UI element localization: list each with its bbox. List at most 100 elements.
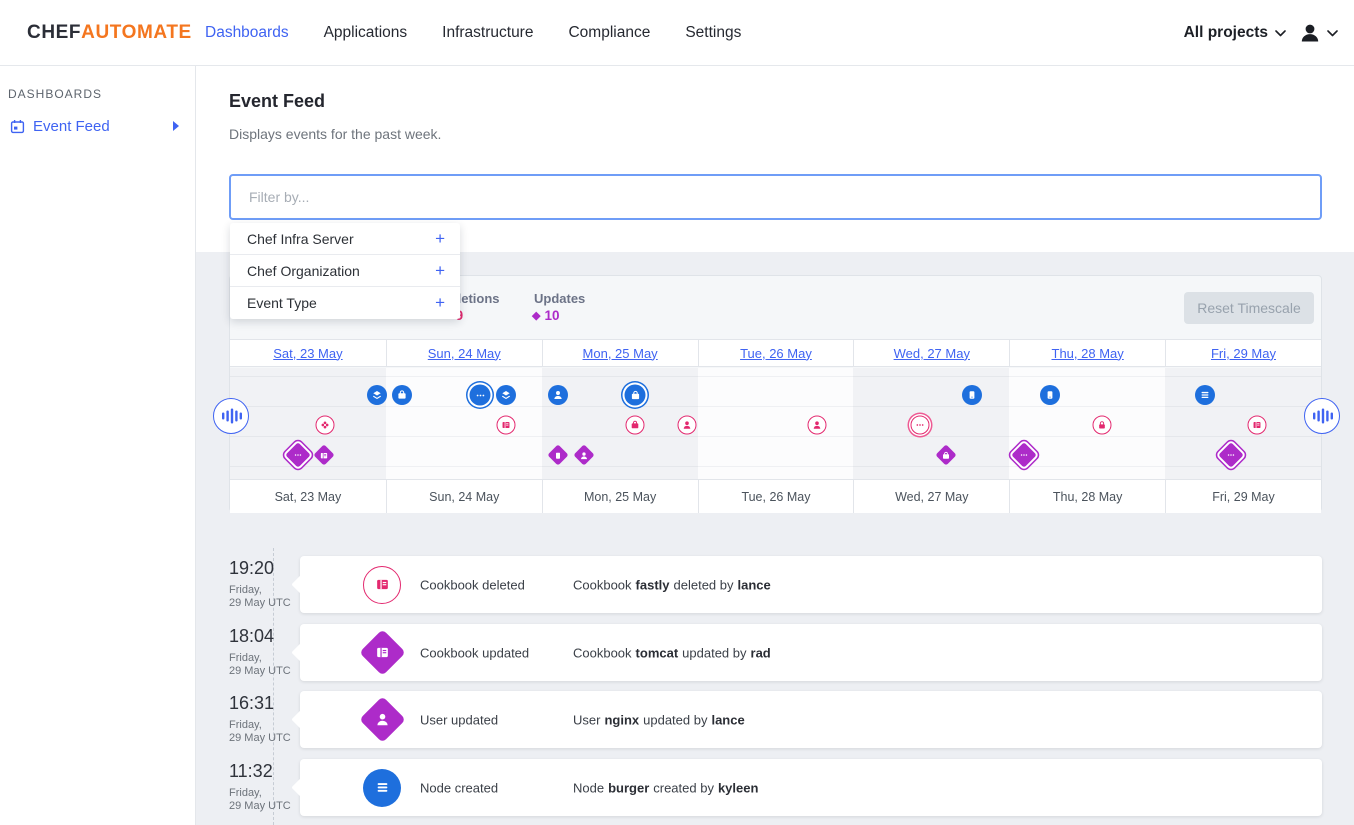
- update-event-marker-bag-icon[interactable]: [939, 448, 954, 463]
- update-diamond-icon: ◆: [532, 309, 540, 322]
- event-card: User updated Usernginxupdated bylance: [300, 691, 1322, 748]
- event-description: Nodeburgercreated bykyleen: [573, 780, 758, 795]
- day-link[interactable]: Wed, 27 May: [894, 346, 970, 361]
- delete-event-marker-person-icon[interactable]: [808, 416, 827, 435]
- event-type: Cookbook deleted: [420, 577, 525, 592]
- create-event-marker-node-icon[interactable]: [1040, 385, 1060, 405]
- create-event-marker-layers-icon[interactable]: [367, 385, 387, 405]
- delete-event-marker-book-icon[interactable]: [497, 416, 516, 435]
- timeline-grid-body: [230, 368, 1321, 479]
- delete-event-marker-bag-icon[interactable]: [626, 416, 645, 435]
- nav-dashboards[interactable]: Dashboards: [205, 24, 289, 42]
- day-label: Fri, 29 May: [1212, 490, 1275, 504]
- logo-chef: CHEF: [27, 22, 81, 44]
- filter-option-chef-infra-server[interactable]: Chef Infra Server +: [230, 223, 460, 255]
- delete-event-marker-lock-icon[interactable]: [1093, 416, 1112, 435]
- day-link[interactable]: Thu, 28 May: [1052, 346, 1124, 361]
- timeline-column: [1165, 368, 1321, 479]
- delete-event-marker-flower-icon[interactable]: [316, 416, 335, 435]
- day-label: Thu, 28 May: [1053, 490, 1122, 504]
- reset-timescale-button[interactable]: Reset Timescale: [1184, 292, 1314, 324]
- update-event-marker-page-icon[interactable]: [551, 448, 566, 463]
- chef-automate-logo[interactable]: CHEFAUTOMATE: [27, 0, 192, 66]
- book-icon: [359, 629, 406, 676]
- day-link[interactable]: Sun, 24 May: [428, 346, 501, 361]
- projects-filter-dropdown[interactable]: All projects: [1184, 24, 1286, 42]
- timeline-day-header-row: Sat, 23 May Sun, 24 May Mon, 25 May Tue, 26…: [230, 339, 1321, 367]
- create-event-marker-person-icon[interactable]: [548, 385, 568, 405]
- lane-gridline: [230, 436, 1321, 437]
- event-time: 16:31 Friday, 29 May UTC: [229, 693, 291, 745]
- header-right: All projects: [1184, 0, 1338, 66]
- chevron-right-icon: [173, 121, 179, 131]
- user-menu[interactable]: [1298, 21, 1338, 45]
- page-subtitle: Displays events for the past week.: [229, 126, 441, 142]
- chevron-down-icon: [1327, 30, 1338, 37]
- sidebar: DASHBOARDS Event Feed: [0, 66, 196, 825]
- plus-icon: +: [435, 293, 445, 313]
- logo-automate: AUTOMATE: [81, 22, 192, 44]
- event-time: 18:04 Friday, 29 May UTC: [229, 626, 291, 678]
- create-event-marker-layers-icon[interactable]: [496, 385, 516, 405]
- filter-option-event-type[interactable]: Event Type +: [230, 287, 460, 319]
- updates-stat-label: Updates: [534, 291, 585, 306]
- filter-option-chef-organization[interactable]: Chef Organization +: [230, 255, 460, 287]
- create-event-marker-bag-icon[interactable]: [625, 385, 646, 406]
- delete-event-marker-book-icon[interactable]: [1248, 416, 1267, 435]
- plus-icon: +: [435, 229, 445, 249]
- create-event-marker-bag-icon[interactable]: [392, 385, 412, 405]
- nav-applications[interactable]: Applications: [324, 24, 408, 42]
- event-type: Node created: [420, 780, 498, 795]
- delete-event-marker-person-icon[interactable]: [678, 416, 697, 435]
- update-event-marker-book-icon[interactable]: [317, 448, 332, 463]
- create-event-marker-list-icon[interactable]: [1195, 385, 1215, 405]
- nav-compliance[interactable]: Compliance: [568, 24, 650, 42]
- updates-stat-count: ◆ 10: [532, 308, 560, 323]
- event-type: User updated: [420, 712, 498, 727]
- delete-event-marker-dots-icon[interactable]: [911, 416, 930, 435]
- book-icon: [363, 566, 401, 604]
- nav-settings[interactable]: Settings: [685, 24, 741, 42]
- day-label: Sat, 23 May: [275, 490, 342, 504]
- filter-input[interactable]: [229, 174, 1322, 220]
- sidebar-heading: DASHBOARDS: [8, 87, 102, 101]
- create-event-marker-node-icon[interactable]: [962, 385, 982, 405]
- timeline-column: [698, 368, 854, 479]
- event-description: Cookbookfastlydeleted bylance: [573, 577, 771, 592]
- create-event-marker-dots-icon[interactable]: [470, 385, 491, 406]
- list-icon: [363, 769, 401, 807]
- update-event-marker-dots-icon[interactable]: [1015, 446, 1033, 464]
- update-event-marker-dots-icon[interactable]: [1222, 446, 1240, 464]
- sidebar-item-label: Event Feed: [33, 118, 110, 135]
- person-icon: [359, 696, 406, 743]
- page-title: Event Feed: [229, 91, 325, 112]
- sidebar-item-event-feed[interactable]: Event Feed: [0, 110, 196, 142]
- projects-filter-label: All projects: [1184, 24, 1268, 42]
- event-row: 19:20 Friday, 29 May UTC Cookbook delete…: [229, 556, 1322, 613]
- event-row: 18:04 Friday, 29 May UTC Cookbook update…: [229, 624, 1322, 681]
- lane-gridline: [230, 466, 1321, 467]
- day-link[interactable]: Mon, 25 May: [583, 346, 658, 361]
- update-event-marker-dots-icon[interactable]: [289, 446, 307, 464]
- chef-automate-app: CHEFAUTOMATE Dashboards Applications Infra…: [0, 0, 1354, 825]
- event-type: Cookbook updated: [420, 645, 529, 660]
- main-nav: Dashboards Applications Infrastructure Comp…: [205, 0, 741, 66]
- day-link[interactable]: Sat, 23 May: [273, 346, 342, 361]
- event-card: Cookbook updated Cookbooktomcatupdated b…: [300, 624, 1322, 681]
- day-link[interactable]: Fri, 29 May: [1211, 346, 1276, 361]
- plus-icon: +: [435, 261, 445, 281]
- update-event-marker-person-icon[interactable]: [577, 448, 592, 463]
- filter-dropdown: Chef Infra Server + Chef Organization + …: [230, 223, 460, 319]
- day-link[interactable]: Tue, 26 May: [740, 346, 812, 361]
- nav-infrastructure[interactable]: Infrastructure: [442, 24, 533, 42]
- lane-gridline: [230, 406, 1321, 407]
- event-card: Cookbook deleted Cookbookfastlydeleted b…: [300, 556, 1322, 613]
- timeline-column: [853, 368, 1009, 479]
- event-time: 11:32 Friday, 29 May UTC: [229, 761, 291, 813]
- timescale-right-handle[interactable]: [1304, 398, 1340, 434]
- timeline-column: [230, 368, 386, 479]
- timescale-left-handle[interactable]: [213, 398, 249, 434]
- day-label: Tue, 26 May: [741, 490, 810, 504]
- timeline-grid: Sat, 23 May Sun, 24 May Mon, 25 May Tue, 26…: [230, 339, 1321, 513]
- event-time: 19:20 Friday, 29 May UTC: [229, 558, 291, 610]
